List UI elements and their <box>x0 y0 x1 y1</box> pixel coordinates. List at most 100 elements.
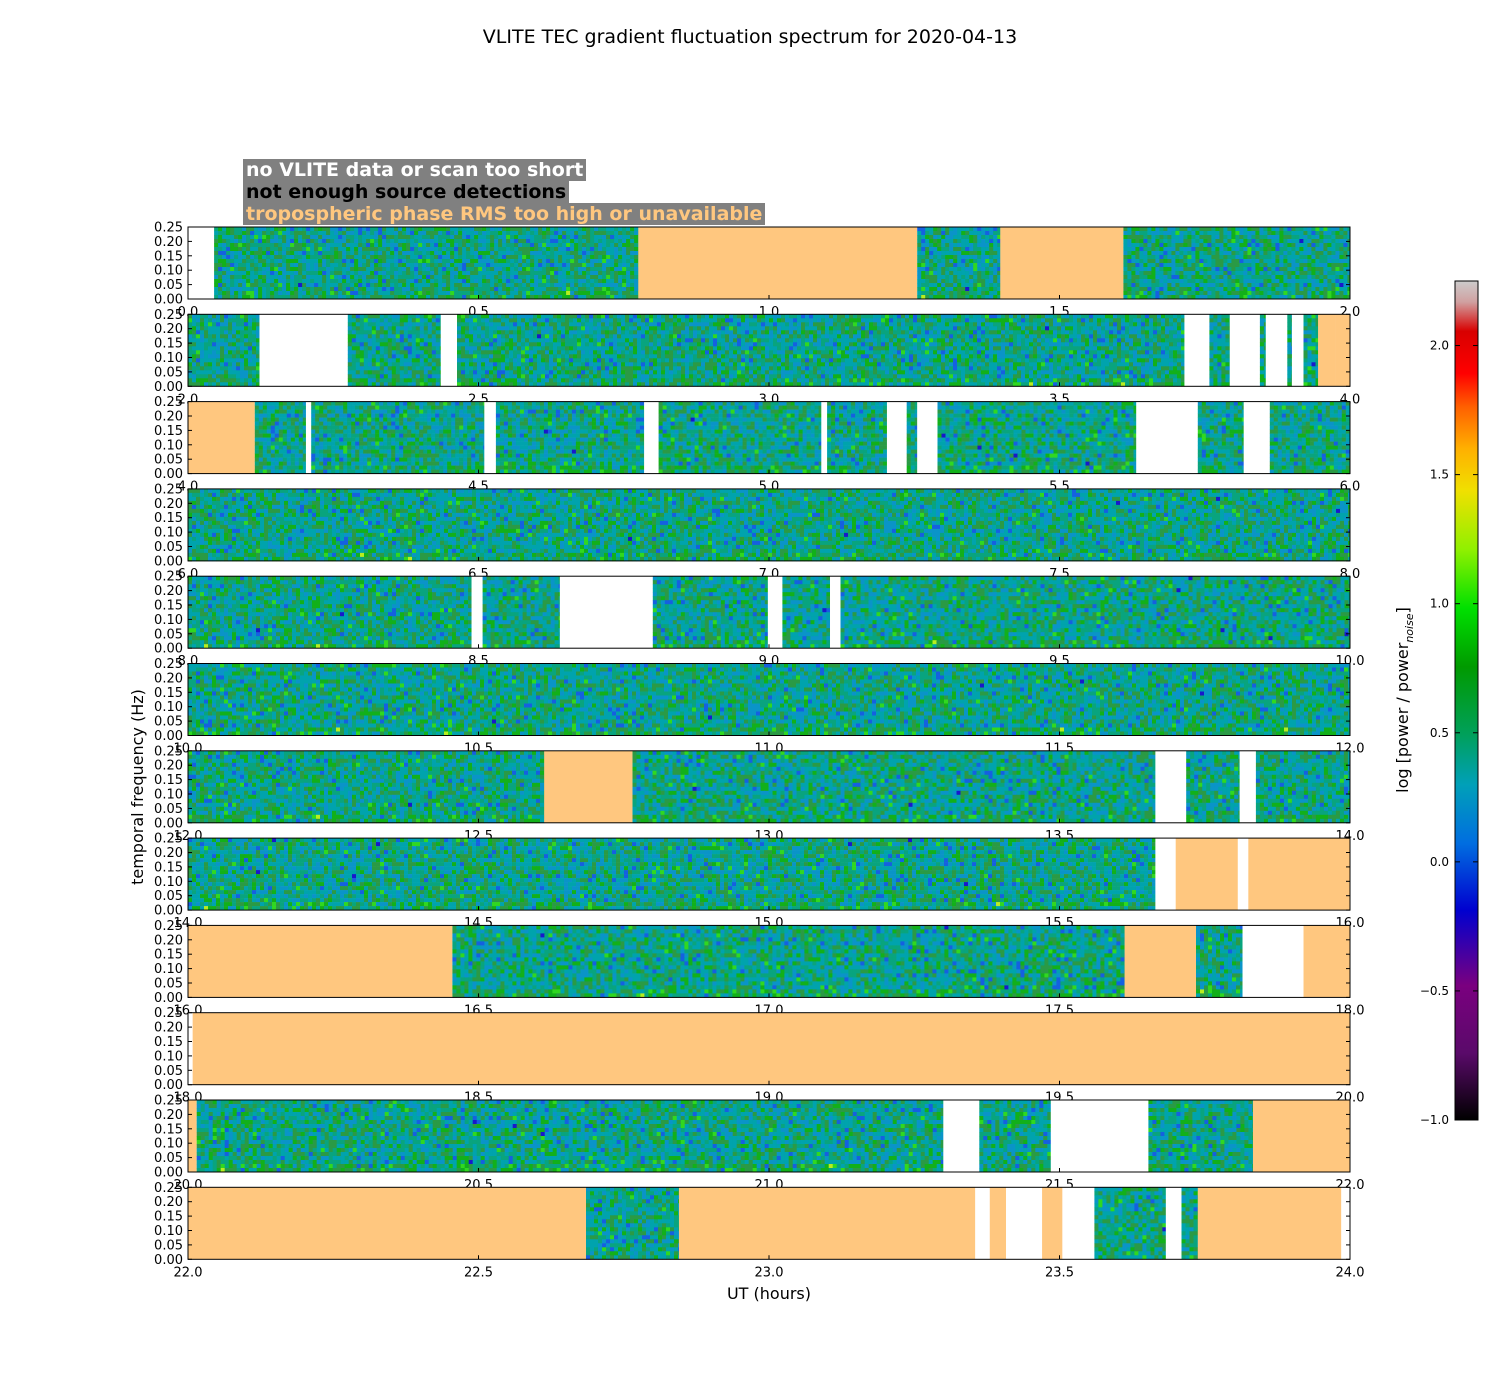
spectrum-cell <box>857 318 862 323</box>
spectrum-cell <box>1247 251 1252 256</box>
spectrum-cell <box>478 271 483 276</box>
spectrum-cell <box>629 326 634 331</box>
spectrum-cell <box>1287 243 1292 248</box>
spectrum-cell <box>1311 267 1316 272</box>
spectrum-cell <box>363 346 369 351</box>
spectrum-cell <box>989 255 994 260</box>
spectrum-cell <box>673 330 678 335</box>
spectrum-cell <box>238 275 243 280</box>
spectrum-cell <box>486 267 491 272</box>
spectrum-cell <box>1327 255 1332 260</box>
spectrum-cell <box>585 322 590 327</box>
spectrum-cell <box>550 279 555 284</box>
spectrum-cell <box>1147 243 1152 248</box>
spectrum-cell <box>977 279 982 284</box>
spectrum-cell <box>370 287 375 292</box>
spectrum-cell <box>338 243 343 248</box>
spectrum-cell <box>1203 243 1208 248</box>
spectrum-cell <box>797 314 802 319</box>
spectrum-cell <box>893 318 898 323</box>
spectrum-cell <box>1215 275 1220 280</box>
spectrum-cell <box>254 283 259 288</box>
spectrum-cell <box>318 259 323 264</box>
spectrum-cell <box>897 318 902 323</box>
spectrum-cell <box>1163 255 1168 260</box>
spectrum-cell <box>1311 271 1316 276</box>
spectrum-cell <box>383 326 389 331</box>
spectrum-cell <box>985 326 990 331</box>
spectrum-cell <box>1247 283 1252 288</box>
spectrum-cell <box>1155 279 1160 284</box>
spectrum-cell <box>673 314 678 319</box>
spectrum-cell <box>1271 243 1276 248</box>
spectrum-cell <box>375 366 381 371</box>
spectrum-cell <box>1143 247 1148 252</box>
spectrum-cell <box>530 247 535 252</box>
spectrum-cell <box>208 366 213 371</box>
spectrum-cell <box>550 235 555 240</box>
spectrum-cell <box>266 275 271 280</box>
spectrum-cell <box>306 275 311 280</box>
spectrum-cell <box>614 251 619 256</box>
spectrum-cell <box>562 259 567 264</box>
spectrum-cell <box>351 366 357 371</box>
spectrum-cell <box>1147 275 1152 280</box>
spectrum-cell <box>737 322 742 327</box>
spectrum-cell <box>1291 243 1296 248</box>
spectrum-cell <box>226 231 231 236</box>
spectrum-cell <box>398 271 403 276</box>
spectrum-cell <box>1223 295 1228 300</box>
spectrum-cell <box>505 330 510 335</box>
spectrum-cell <box>256 326 260 331</box>
spectrum-cell <box>1303 255 1308 260</box>
spectrum-cell <box>1041 314 1046 319</box>
spectrum-cell <box>192 362 197 367</box>
spectrum-cell <box>358 255 363 260</box>
spectrum-cell <box>322 267 327 272</box>
spectrum-cell <box>510 295 515 300</box>
spectrum-cell <box>1335 291 1340 296</box>
spectrum-cell <box>1159 231 1164 236</box>
spectrum-cell <box>585 314 590 319</box>
spectrum-cell <box>242 279 247 284</box>
spectrum-cell <box>478 275 483 280</box>
spectrum-cell <box>593 318 598 323</box>
spectrum-cell <box>597 322 602 327</box>
spectrum-cell <box>470 255 475 260</box>
spectrum-cell <box>310 275 315 280</box>
spectrum-cell <box>1157 318 1162 323</box>
spectrum-cell <box>522 263 527 268</box>
spectrum-cell <box>1159 235 1164 240</box>
spectrum-cell <box>218 235 223 240</box>
spectrum-cell <box>989 239 994 244</box>
spectrum-cell <box>873 322 878 327</box>
spectrum-cell <box>514 243 519 248</box>
spectrum-cell <box>857 330 862 335</box>
spectrum-cell <box>355 342 361 347</box>
spectrum-cell <box>985 287 990 292</box>
spectrum-cell <box>885 330 890 335</box>
spectrum-cell <box>965 263 970 268</box>
spectrum-cell <box>1287 287 1292 292</box>
spectrum-cell <box>554 291 559 296</box>
spectrum-cell <box>1181 318 1185 323</box>
spectrum-cell <box>415 334 421 339</box>
spectrum-cell <box>550 231 555 236</box>
spectrum-cell <box>929 235 934 240</box>
spectrum-cell <box>1303 251 1308 256</box>
spectrum-cell <box>230 251 235 256</box>
spectrum-cell <box>1033 322 1038 327</box>
spectrum-cell <box>1001 326 1006 331</box>
spectrum-cell <box>362 267 367 272</box>
spectrum-cell <box>1307 231 1312 236</box>
spectrum-cell <box>374 283 379 288</box>
spectrum-cell <box>538 251 543 256</box>
spectrum-cell <box>395 362 401 367</box>
spectrum-cell <box>1121 314 1126 319</box>
spectrum-cell <box>1171 295 1176 300</box>
spectrum-cell <box>570 243 575 248</box>
spectrum-cell <box>355 334 361 339</box>
spectrum-cell <box>430 263 435 268</box>
spectrum-cell <box>578 243 583 248</box>
spectrum-cell <box>236 374 241 379</box>
